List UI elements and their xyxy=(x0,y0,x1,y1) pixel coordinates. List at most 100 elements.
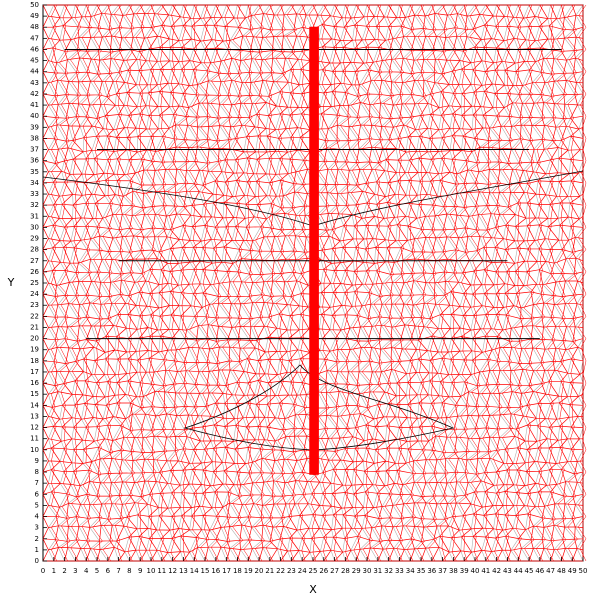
y-tick-label: 32 xyxy=(30,201,39,209)
y-tick-label: 35 xyxy=(30,168,39,176)
x-tick-label: 9 xyxy=(138,567,142,575)
x-tick-label: 0 xyxy=(41,567,45,575)
y-tick-label: 44 xyxy=(30,68,39,76)
x-tick-label: 33 xyxy=(395,567,404,575)
y-tick-label: 14 xyxy=(30,401,39,409)
y-tick-label: 37 xyxy=(30,146,39,154)
x-tick-label: 39 xyxy=(460,567,469,575)
y-tick-label: 36 xyxy=(30,157,39,165)
x-tick-label: 15 xyxy=(201,567,210,575)
y-tick-label: 11 xyxy=(30,435,39,443)
x-tick-label: 32 xyxy=(384,567,393,575)
y-tick-label: 13 xyxy=(30,412,39,420)
y-tick-label: 25 xyxy=(30,279,39,287)
y-tick-label: 46 xyxy=(30,45,39,53)
y-tick-label: 39 xyxy=(30,123,39,131)
y-tick-label: 0 xyxy=(35,557,39,565)
y-tick-label: 22 xyxy=(30,312,39,320)
x-tick-label: 50 xyxy=(579,567,588,575)
page: {"chart_data": {"type": "mesh", "xlabel"… xyxy=(0,0,589,599)
x-axis-label: X xyxy=(309,583,317,596)
x-tick-label: 27 xyxy=(330,567,339,575)
y-tick-label: 47 xyxy=(30,34,39,42)
y-tick-label: 38 xyxy=(30,134,39,142)
y-tick-label: 26 xyxy=(30,268,39,276)
x-tick-label: 17 xyxy=(222,567,231,575)
x-tick-label: 6 xyxy=(106,567,111,575)
x-tick-label: 18 xyxy=(233,567,242,575)
x-tick-label: 48 xyxy=(557,567,566,575)
y-tick-label: 6 xyxy=(35,490,40,498)
y-tick-label: 30 xyxy=(30,223,39,231)
x-tick-label: 36 xyxy=(427,567,436,575)
chart: X Y 012345678910111213141516171819202122… xyxy=(0,0,589,599)
y-tick-label: 50 xyxy=(30,1,39,9)
pile xyxy=(310,27,319,474)
y-tick-label: 23 xyxy=(30,301,39,309)
y-tick-label: 34 xyxy=(30,179,39,187)
y-tick-label: 8 xyxy=(35,468,39,476)
x-tick-label: 23 xyxy=(287,567,296,575)
x-tick-label: 49 xyxy=(568,567,577,575)
y-tick-label: 20 xyxy=(30,335,39,343)
y-tick-label: 15 xyxy=(30,390,39,398)
y-tick-label: 49 xyxy=(30,12,39,20)
y-tick-label: 29 xyxy=(30,235,39,243)
y-tick-label: 40 xyxy=(30,112,39,120)
x-tick-label: 43 xyxy=(503,567,512,575)
y-tick-label: 5 xyxy=(35,501,39,509)
y-tick-label: 43 xyxy=(30,79,39,87)
x-tick-label: 37 xyxy=(438,567,447,575)
y-tick-label: 17 xyxy=(30,368,39,376)
x-tick-label: 24 xyxy=(298,567,307,575)
x-tick-label: 28 xyxy=(341,567,350,575)
y-tick-label: 9 xyxy=(35,457,39,465)
y-tick-label: 33 xyxy=(30,190,39,198)
x-tick-label: 42 xyxy=(492,567,501,575)
y-tick-label: 3 xyxy=(35,524,39,532)
x-tick-label: 26 xyxy=(319,567,328,575)
x-tick-label: 14 xyxy=(190,567,199,575)
y-tick-label: 12 xyxy=(30,424,39,432)
y-tick-label: 24 xyxy=(30,290,39,298)
x-tick-label: 13 xyxy=(179,567,188,575)
x-tick-label: 29 xyxy=(352,567,361,575)
x-tick-label: 10 xyxy=(147,567,156,575)
x-tick-label: 19 xyxy=(244,567,253,575)
x-tick-label: 38 xyxy=(449,567,458,575)
x-tick-label: 20 xyxy=(255,567,264,575)
x-tick-label: 12 xyxy=(168,567,177,575)
x-tick-label: 31 xyxy=(373,567,382,575)
y-tick-label: 21 xyxy=(30,323,39,331)
x-tick-label: 22 xyxy=(276,567,285,575)
x-tick-label: 34 xyxy=(406,567,415,575)
y-tick-label: 48 xyxy=(30,23,39,31)
x-tick-label: 5 xyxy=(95,567,99,575)
x-tick-label: 35 xyxy=(417,567,426,575)
x-tick-label: 8 xyxy=(127,567,131,575)
x-tick-label: 1 xyxy=(52,567,56,575)
x-tick-label: 44 xyxy=(514,567,523,575)
y-tick-label: 19 xyxy=(30,346,39,354)
x-tick-label: 45 xyxy=(525,567,534,575)
y-tick-label: 1 xyxy=(35,546,39,554)
y-tick-label: 27 xyxy=(30,257,39,265)
y-tick-label: 10 xyxy=(30,446,39,454)
x-tick-label: 41 xyxy=(481,567,490,575)
y-tick-label: 31 xyxy=(30,212,39,220)
x-tick-label: 25 xyxy=(309,567,318,575)
x-tick-label: 3 xyxy=(73,567,77,575)
y-axis-label: Y xyxy=(7,276,15,289)
x-tick-label: 47 xyxy=(546,567,555,575)
x-tick-label: 21 xyxy=(265,567,274,575)
x-tick-label: 7 xyxy=(116,567,120,575)
y-tick-label: 18 xyxy=(30,357,39,365)
y-tick-label: 2 xyxy=(35,535,39,543)
y-tick-label: 4 xyxy=(35,513,40,521)
y-tick-label: 28 xyxy=(30,246,39,254)
y-tick-label: 41 xyxy=(30,101,39,109)
x-tick-label: 46 xyxy=(535,567,544,575)
y-tick-label: 45 xyxy=(30,57,39,65)
y-tick-label: 7 xyxy=(35,479,39,487)
x-tick-label: 30 xyxy=(363,567,372,575)
